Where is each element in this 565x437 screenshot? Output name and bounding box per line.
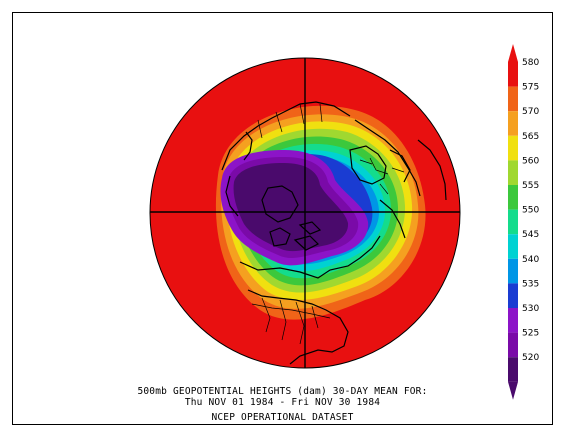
political-borders: [251, 103, 405, 345]
colorbar-label-550: 550: [522, 206, 539, 216]
colorbar-top-arrow: [508, 44, 518, 62]
colorbar-swatch-540: [508, 258, 518, 284]
colorbar-swatch-535: [508, 283, 518, 308]
coast-africa: [417, 139, 447, 201]
coast-greenland: [261, 185, 299, 223]
colorbar-swatch-520: [508, 357, 518, 382]
coast-asia-east: [225, 131, 253, 217]
colorbar-swatch-550: [508, 209, 518, 235]
map-outline: [149, 57, 461, 369]
caption-title: 500mb GEOPOTENTIAL HEIGHTS (dam) 30-DAY …: [137, 386, 428, 397]
colorbar-label-540: 540: [522, 255, 539, 265]
colorbar-label-555: 555: [522, 181, 539, 191]
colorbar-swatch-560: [508, 160, 518, 185]
colorbar: 580 575 570 565 560 555 550 545 540 535 530 525 520: [508, 44, 539, 400]
height-field: [150, 58, 460, 368]
colorbar-swatch-580: [508, 62, 518, 87]
colorbar-label-580: 580: [522, 58, 539, 68]
coast-north-america: [239, 235, 381, 365]
colorbar-label-560: 560: [522, 156, 539, 166]
colorbar-swatch-565: [508, 135, 518, 161]
colorbar-label-535: 535: [522, 279, 539, 289]
caption-dataset: NCEP OPERATIONAL DATASET: [211, 412, 354, 423]
colorbar-swatch-545: [508, 234, 518, 259]
colorbar-label-520: 520: [522, 353, 539, 363]
coast-europe: [349, 145, 411, 185]
colorbar-bottom-arrow: [508, 381, 518, 400]
colorbar-label-575: 575: [522, 83, 539, 93]
caption-period: Thu NOV 01 1984 - Fri NOV 30 1984: [184, 397, 381, 408]
colorbar-label-565: 565: [522, 132, 539, 142]
colorbar-swatch-575: [508, 86, 518, 112]
colorbar-swatch-530: [508, 308, 518, 333]
colorbar-swatch-555: [508, 185, 518, 210]
colorbar-label-530: 530: [522, 304, 539, 314]
colorbar-swatch-525: [508, 332, 518, 358]
colorbar-label-545: 545: [522, 230, 539, 240]
coast-eurasia: [221, 101, 421, 239]
plot-frame: [12, 12, 553, 425]
latlon-lines: [150, 58, 460, 368]
coastlines: [221, 101, 447, 365]
colorbar-swatch-570: [508, 111, 518, 136]
colorbar-label-525: 525: [522, 329, 539, 339]
colorbar-label-570: 570: [522, 107, 539, 117]
